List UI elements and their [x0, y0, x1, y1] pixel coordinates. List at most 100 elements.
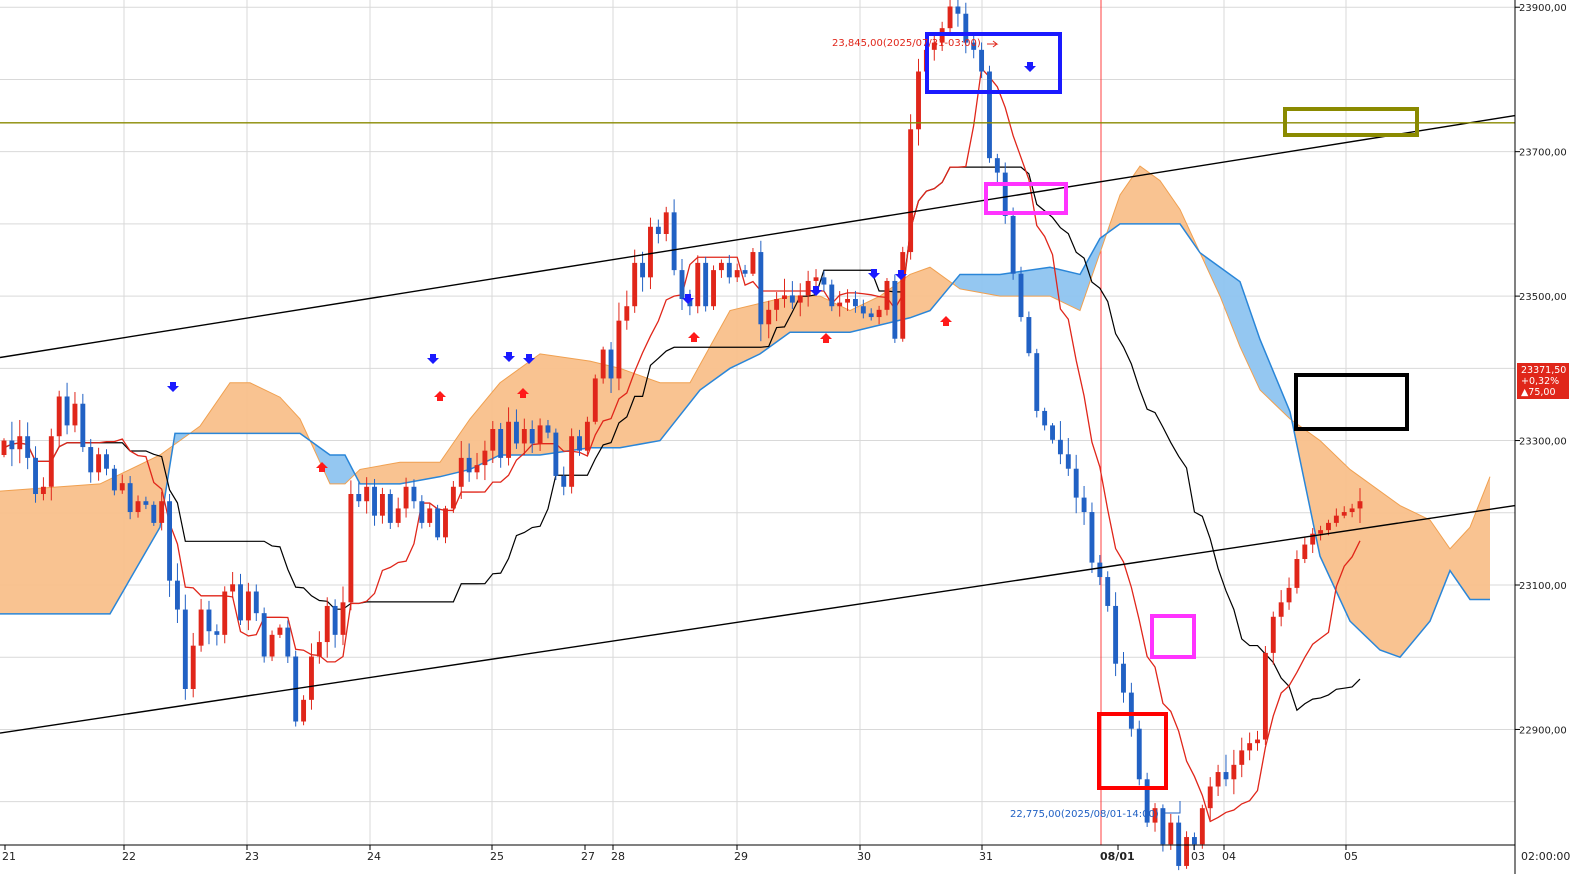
candle-up — [537, 425, 543, 444]
high-annotation: 23,845,00(2025/07/31-03:00) — [832, 38, 981, 49]
candle-down — [1113, 605, 1119, 664]
candle-up — [324, 605, 330, 643]
x-tick-label: 02:00:00 — [1521, 850, 1570, 863]
candle-up — [135, 501, 141, 513]
candle-down — [726, 262, 732, 278]
candle-up — [837, 302, 843, 307]
candle-up — [766, 309, 772, 325]
candle-up — [72, 403, 78, 426]
highlight-box-olive — [1283, 107, 1419, 137]
candle-up — [403, 486, 409, 509]
candle-down — [868, 313, 874, 318]
candle-down — [332, 605, 338, 635]
candle-up — [190, 645, 196, 689]
x-tick-label: 30 — [857, 850, 871, 863]
candle-up — [348, 494, 354, 603]
candle-up — [916, 71, 921, 130]
candle-up — [1341, 512, 1347, 516]
low-annotation: 22,775,00(2025/08/01-14:00) — [1010, 809, 1159, 820]
candle-down — [513, 421, 519, 444]
x-tick-label: 08/01 — [1100, 850, 1135, 863]
candle-down — [1073, 468, 1079, 498]
x-tick-label: 21 — [2, 850, 16, 863]
candle-up — [1270, 616, 1276, 653]
price-badge-change-pct: +0,32% — [1521, 376, 1559, 387]
y-tick-label: 23300,00 — [1519, 437, 1567, 448]
candle-down — [182, 609, 188, 689]
candle-up — [1349, 508, 1355, 513]
x-tick-label: 28 — [611, 850, 625, 863]
y-tick-label: 23100,00 — [1519, 581, 1567, 592]
candle-up — [56, 396, 62, 437]
candle-down — [955, 6, 961, 14]
kijun-sen-line — [3, 166, 1361, 712]
candle-up — [1302, 544, 1308, 559]
candle-up — [900, 252, 906, 339]
candle-up — [734, 270, 740, 278]
candle-up — [1, 440, 7, 455]
candle-up — [931, 42, 937, 50]
candle-up — [1286, 587, 1292, 603]
candle-down — [174, 580, 180, 610]
buy-signal-arrow-icon — [820, 333, 832, 343]
candle-up — [395, 508, 401, 523]
x-tick-label: 22 — [122, 850, 136, 863]
candle-down — [143, 501, 149, 505]
candle-up — [1326, 522, 1331, 531]
highlight-box-red — [1097, 712, 1168, 790]
x-tick-label: 31 — [979, 850, 993, 863]
candle-down — [80, 403, 86, 448]
candle-down — [356, 494, 362, 502]
highlight-box-black — [1294, 373, 1409, 431]
x-tick-label: 24 — [367, 850, 381, 863]
candle-up — [1168, 822, 1174, 845]
candle-down — [111, 468, 117, 491]
candle-up — [222, 591, 228, 635]
candle-down — [1010, 215, 1016, 274]
candle-up — [632, 262, 638, 307]
high-annotation-pointer — [987, 40, 999, 48]
candle-down — [1097, 562, 1103, 578]
candle-down — [1128, 692, 1134, 729]
x-tick-label: 03 — [1191, 850, 1205, 863]
candle-up — [1318, 530, 1324, 534]
candle-down — [1160, 808, 1166, 845]
candle-down — [971, 42, 977, 50]
sell-signal-arrow-icon — [868, 269, 880, 279]
sell-signal-arrow-icon — [810, 286, 822, 296]
highlight-box-magenta-2 — [1150, 614, 1196, 659]
candle-up — [1294, 559, 1300, 588]
candle-down — [1026, 317, 1032, 354]
candle-up — [482, 450, 488, 466]
candle-down — [892, 280, 898, 339]
y-tick-label: 23700,00 — [1519, 148, 1567, 159]
candle-up — [1310, 533, 1316, 545]
x-tick-label: 27 — [581, 850, 595, 863]
candle-up — [309, 656, 314, 700]
candle-down — [789, 295, 795, 303]
candle-up — [230, 584, 236, 592]
low-annotation-pointer — [1163, 801, 1181, 814]
candle-up — [521, 429, 527, 444]
sell-signal-arrow-icon — [682, 294, 694, 304]
candle-up — [340, 602, 346, 635]
highlight-box-blue — [925, 32, 1062, 94]
candle-down — [821, 277, 827, 285]
candle-down — [261, 613, 267, 657]
cloud-bullish-area — [1295, 422, 1490, 658]
candle-up — [1184, 837, 1190, 866]
sell-signal-arrow-icon — [427, 354, 439, 364]
sell-signal-arrow-icon — [167, 382, 179, 392]
candle-down — [387, 494, 393, 523]
candle-up — [845, 299, 851, 303]
cloud-bearish-area — [315, 444, 355, 484]
candle-down — [214, 631, 220, 635]
candle-up — [198, 609, 204, 646]
candle-up — [40, 486, 46, 494]
candle-down — [372, 486, 377, 516]
candle-up — [1207, 786, 1213, 809]
candle-down — [238, 584, 243, 621]
candle-down — [852, 299, 858, 307]
candle-down — [979, 49, 985, 72]
